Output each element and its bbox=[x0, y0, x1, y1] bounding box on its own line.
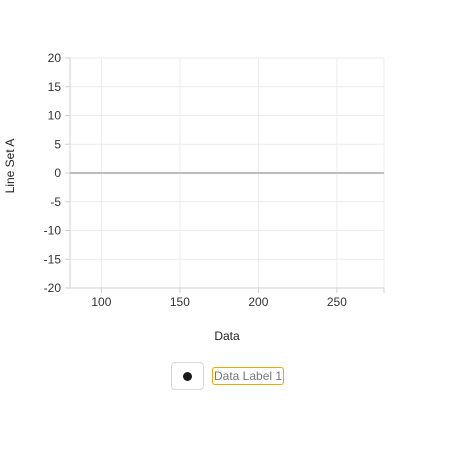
legend: Data Label 1 bbox=[171, 362, 285, 390]
legend-label[interactable]: Data Label 1 bbox=[212, 367, 285, 385]
x-tick-label: 100 bbox=[91, 295, 111, 309]
y-axis-title: Line Set A bbox=[3, 139, 17, 194]
y-tick-label: 20 bbox=[48, 51, 62, 65]
x-axis-title: Data bbox=[214, 329, 240, 343]
y-tick-label: 15 bbox=[48, 80, 62, 94]
y-tick-label: 10 bbox=[48, 109, 62, 123]
y-tick-label: -15 bbox=[44, 252, 62, 266]
x-tick-label: 200 bbox=[248, 295, 268, 309]
y-tick-label: 5 bbox=[54, 137, 61, 151]
legend-dot-icon bbox=[183, 371, 192, 381]
y-tick-label: -20 bbox=[44, 281, 62, 295]
x-axis-ticks: 100 150 200 250 bbox=[91, 288, 347, 309]
x-tick-label: 250 bbox=[327, 295, 347, 309]
x-tick-label: 150 bbox=[170, 295, 190, 309]
y-tick-label: -5 bbox=[50, 195, 61, 209]
y-axis-ticks: 20 15 10 5 0 -5 -10 -15 -20 bbox=[44, 51, 70, 295]
y-tick-label: -10 bbox=[44, 224, 62, 238]
y-tick-label: 0 bbox=[54, 166, 61, 180]
legend-toggle-button[interactable] bbox=[171, 362, 204, 390]
